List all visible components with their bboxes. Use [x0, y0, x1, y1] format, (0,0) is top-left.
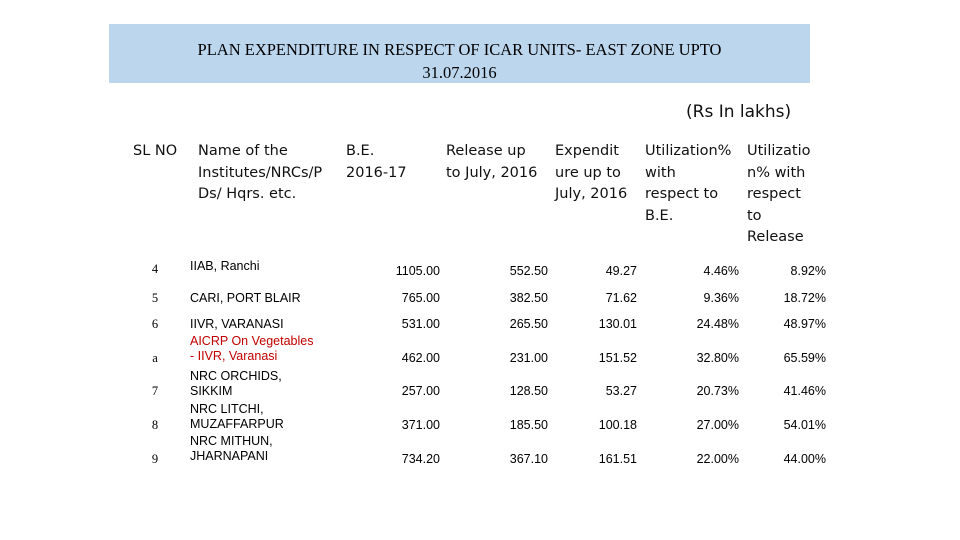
cell-institute-name: NRC LITCHI, MUZAFFARPUR [190, 402, 284, 431]
header-util-be: Utilization% with respect to B.E. [645, 143, 732, 224]
cell-be: 462.00 [401, 351, 440, 365]
cell-util-release: 65.59% [783, 351, 826, 365]
cell-sl-no: a [152, 351, 158, 365]
cell-util-be: 32.80% [696, 351, 739, 365]
cell-sl-no: 7 [151, 384, 159, 398]
header-sl-no: SL NO [133, 143, 178, 159]
cell-release: 367.10 [509, 452, 548, 466]
cell-sl-no: 5 [151, 291, 159, 305]
cell-release: 185.50 [509, 418, 548, 432]
cell-release: 265.50 [509, 317, 548, 331]
cell-util-be: 27.00% [696, 418, 739, 432]
header-util-release: Utilizatio n% with respect to Release [747, 143, 811, 245]
cell-util-be: 24.48% [696, 317, 739, 331]
cell-release: 231.00 [509, 351, 548, 365]
title-line-1: PLAN EXPENDITURE IN RESPECT OF ICAR UNIT… [197, 40, 722, 59]
cell-expenditure: 100.18 [598, 418, 637, 432]
cell-be: 765.00 [401, 291, 440, 305]
cell-util-be: 22.00% [696, 452, 739, 466]
cell-util-release: 44.00% [783, 452, 826, 466]
cell-be: 734.20 [401, 452, 440, 466]
cell-expenditure: 130.01 [598, 317, 637, 331]
unit-note: (Rs In lakhs) [686, 102, 792, 122]
cell-institute-name: IIVR, VARANASI [190, 317, 284, 331]
cell-util-be: 4.46% [703, 264, 739, 278]
cell-be: 257.00 [401, 384, 440, 398]
cell-sl-no: 4 [151, 262, 159, 276]
header-expenditure: Expendit ure up to July, 2016 [555, 143, 628, 202]
cell-institute-name: AICRP On Vegetables - IIVR, Varanasi [190, 334, 314, 363]
cell-institute-name: CARI, PORT BLAIR [190, 291, 301, 305]
cell-util-release: 18.72% [783, 291, 826, 305]
cell-expenditure: 71.62 [605, 291, 637, 305]
cell-sl-no: 9 [151, 452, 159, 466]
cell-util-be: 9.36% [703, 291, 739, 305]
cell-institute-name: NRC MITHUN, JHARNAPANI [190, 434, 273, 463]
cell-be: 531.00 [401, 317, 440, 331]
header-release: Release up to July, 2016 [446, 143, 538, 181]
cell-institute-name: NRC ORCHIDS, SIKKIM [190, 369, 282, 398]
cell-util-release: 41.46% [783, 384, 826, 398]
cell-expenditure: 161.51 [598, 452, 637, 466]
cell-util-be: 20.73% [696, 384, 739, 398]
cell-expenditure: 151.52 [598, 351, 637, 365]
cell-sl-no: 6 [151, 317, 159, 331]
cell-be: 1105.00 [395, 264, 440, 278]
cell-sl-no: 8 [151, 418, 159, 432]
title-line-2: 31.07.2016 [422, 63, 497, 82]
cell-release: 382.50 [509, 291, 548, 305]
cell-expenditure: 49.27 [605, 264, 637, 278]
header-name: Name of the Institutes/NRCs/P Ds/ Hqrs. … [198, 143, 323, 202]
cell-be: 371.00 [401, 418, 440, 432]
header-be: B.E. 2016-17 [346, 143, 407, 181]
title-banner: PLAN EXPENDITURE IN RESPECT OF ICAR UNIT… [109, 24, 810, 83]
cell-release: 128.50 [509, 384, 548, 398]
cell-expenditure: 53.27 [605, 384, 637, 398]
cell-release: 552.50 [509, 264, 548, 278]
cell-institute-name: IIAB, Ranchi [190, 259, 260, 273]
cell-util-release: 54.01% [783, 418, 826, 432]
cell-util-release: 48.97% [783, 317, 826, 331]
cell-util-release: 8.92% [790, 264, 826, 278]
